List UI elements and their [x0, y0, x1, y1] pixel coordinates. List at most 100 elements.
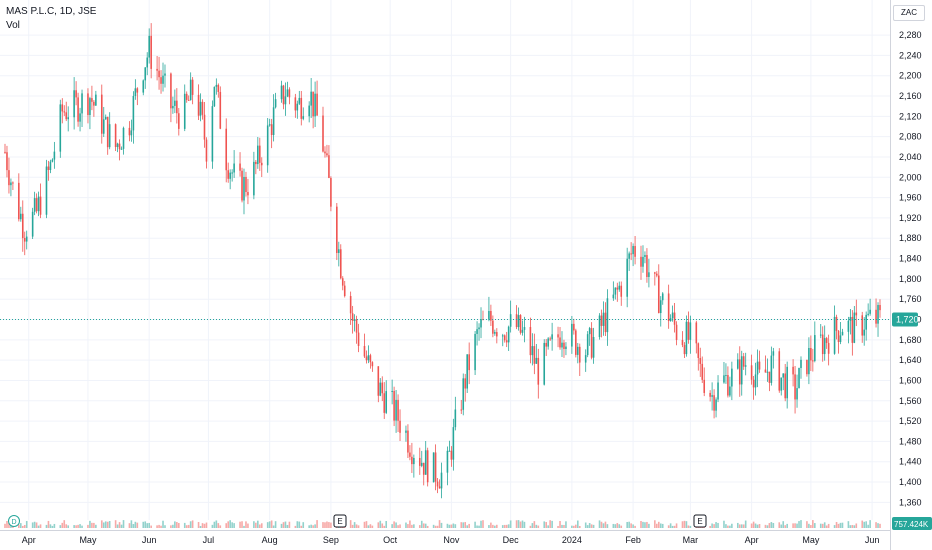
candle-body[interactable]	[89, 98, 91, 116]
candle-body[interactable]	[446, 450, 449, 473]
candle-body[interactable]	[158, 70, 160, 78]
candle-body[interactable]	[646, 255, 648, 277]
candle-body[interactable]	[31, 211, 34, 237]
candle-body[interactable]	[671, 312, 674, 319]
candle-body[interactable]	[806, 359, 808, 375]
candle-body[interactable]	[381, 382, 384, 394]
candle-body[interactable]	[853, 312, 856, 343]
candle-body[interactable]	[561, 342, 563, 348]
candle-body[interactable]	[330, 177, 332, 207]
candle-body[interactable]	[644, 255, 646, 257]
candle-body[interactable]	[231, 172, 233, 174]
candle-body[interactable]	[543, 342, 546, 385]
candle-body[interactable]	[584, 355, 587, 363]
candle-body[interactable]	[847, 320, 850, 332]
candle-body[interactable]	[183, 93, 186, 129]
candle-body[interactable]	[106, 116, 109, 148]
candle-body[interactable]	[322, 115, 324, 152]
candle-body[interactable]	[573, 323, 575, 331]
candle-body[interactable]	[505, 340, 508, 343]
candle-body[interactable]	[225, 128, 228, 171]
candle-body[interactable]	[699, 358, 702, 364]
candle-body[interactable]	[47, 166, 50, 171]
candle-body[interactable]	[764, 369, 767, 373]
candle-body[interactable]	[521, 329, 524, 333]
candle-body[interactable]	[397, 399, 399, 421]
candle-body[interactable]	[116, 143, 119, 148]
candle-body[interactable]	[466, 354, 468, 389]
candle-body[interactable]	[432, 452, 435, 483]
candle-body[interactable]	[341, 278, 344, 286]
candle-body[interactable]	[723, 375, 725, 383]
candle-body[interactable]	[365, 356, 368, 361]
candle-body[interactable]	[851, 316, 854, 343]
candle-body[interactable]	[780, 377, 783, 391]
candle-body[interactable]	[294, 97, 297, 111]
candle-body[interactable]	[657, 275, 660, 314]
candle-body[interactable]	[460, 409, 463, 411]
candle-body[interactable]	[282, 85, 285, 105]
candle-body[interactable]	[821, 334, 824, 355]
candle-body[interactable]	[310, 91, 312, 106]
candle-body[interactable]	[413, 457, 415, 465]
candle-body[interactable]	[695, 322, 698, 344]
candle-body[interactable]	[91, 98, 93, 102]
candle-body[interactable]	[385, 391, 388, 413]
candle-body[interactable]	[877, 305, 879, 324]
candle-body[interactable]	[197, 94, 200, 116]
candle-body[interactable]	[217, 84, 220, 92]
candle-body[interactable]	[839, 335, 842, 342]
candle-body[interactable]	[752, 379, 755, 388]
volume-tag[interactable]	[892, 517, 932, 530]
candle-body[interactable]	[559, 337, 561, 348]
candle-body[interactable]	[253, 161, 255, 196]
candle-body[interactable]	[146, 57, 149, 68]
candle-body[interactable]	[274, 99, 277, 108]
candle-body[interactable]	[586, 334, 589, 356]
candle-body[interactable]	[12, 182, 14, 184]
candle-body[interactable]	[863, 329, 865, 336]
candle-body[interactable]	[614, 287, 617, 295]
candle-body[interactable]	[79, 113, 81, 122]
candle-body[interactable]	[519, 315, 522, 333]
candle-body[interactable]	[298, 97, 301, 104]
candle-body[interactable]	[448, 450, 451, 452]
candle-body[interactable]	[632, 246, 634, 255]
candle-body[interactable]	[142, 80, 145, 93]
candle-body[interactable]	[685, 321, 688, 355]
candle-body[interactable]	[758, 361, 761, 370]
candle-body[interactable]	[717, 382, 719, 400]
candle-body[interactable]	[213, 86, 216, 107]
candle-body[interactable]	[245, 176, 247, 193]
candle-body[interactable]	[681, 339, 684, 346]
candle-body[interactable]	[865, 314, 867, 330]
candle-body[interactable]	[616, 287, 619, 290]
candle-body[interactable]	[77, 97, 79, 122]
candle-body[interactable]	[529, 327, 532, 356]
candle-body[interactable]	[53, 151, 56, 160]
dividend-marker[interactable]	[8, 515, 20, 527]
candle-body[interactable]	[308, 105, 310, 117]
candle-body[interactable]	[436, 481, 439, 487]
candle-body[interactable]	[409, 452, 411, 457]
candle-body[interactable]	[507, 326, 510, 343]
candle-body[interactable]	[176, 100, 178, 114]
candle-body[interactable]	[203, 114, 206, 140]
candle-body[interactable]	[606, 298, 609, 333]
candle-body[interactable]	[229, 172, 231, 179]
candle-body[interactable]	[517, 315, 520, 328]
candle-body[interactable]	[494, 332, 496, 334]
candle-body[interactable]	[201, 101, 204, 115]
candle-body[interactable]	[740, 356, 743, 385]
candle-body[interactable]	[673, 312, 676, 325]
candle-body[interactable]	[800, 359, 802, 369]
candle-body[interactable]	[576, 346, 579, 355]
candle-body[interactable]	[756, 361, 759, 375]
candle-body[interactable]	[833, 316, 836, 354]
candle-body[interactable]	[255, 161, 257, 165]
candle-body[interactable]	[353, 319, 356, 321]
candle-body[interactable]	[742, 356, 745, 367]
candle-body[interactable]	[515, 314, 518, 328]
candle-body[interactable]	[675, 324, 678, 340]
candle-body[interactable]	[744, 365, 747, 367]
